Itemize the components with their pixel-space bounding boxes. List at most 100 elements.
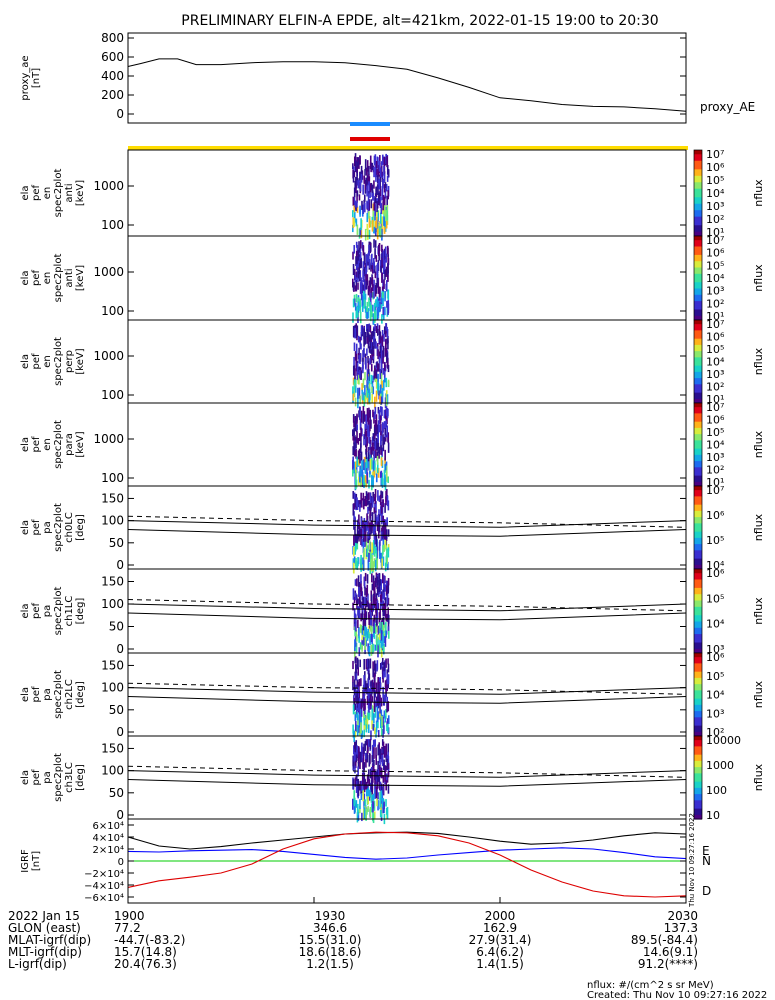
spectrogram-pixel bbox=[356, 538, 359, 550]
spectrogram-pixel bbox=[383, 174, 386, 183]
y-axis-label-line: pa bbox=[42, 771, 53, 783]
spectrogram-pixel bbox=[385, 471, 388, 482]
spectrogram-pixel bbox=[373, 258, 375, 270]
colorbar-cell bbox=[694, 427, 702, 431]
spectrogram-pixel bbox=[361, 279, 363, 291]
colorbar-cell bbox=[694, 353, 702, 356]
colorbar-cell bbox=[694, 673, 702, 677]
spectrogram-pixel bbox=[368, 693, 371, 705]
colorbar-cell bbox=[694, 475, 702, 479]
spectrogram-pixel bbox=[368, 258, 371, 269]
colorbar-cell bbox=[694, 767, 702, 770]
spectrogram-pixel bbox=[387, 379, 390, 387]
spectrogram-pixel bbox=[378, 637, 380, 646]
spectrogram-pixel bbox=[366, 177, 369, 184]
spectrogram-pixel bbox=[377, 800, 379, 811]
spectrogram-pixel bbox=[368, 346, 371, 353]
colorbar-tick-label: 10³ bbox=[706, 200, 724, 213]
spectrogram-pixel bbox=[375, 369, 378, 379]
colorbar-cell bbox=[694, 411, 702, 414]
colorbar-cell bbox=[694, 212, 702, 216]
spectrogram-pixel bbox=[361, 742, 363, 752]
spectrogram-pixel bbox=[367, 783, 369, 791]
y-tick-label: 6×10⁴ bbox=[93, 821, 124, 832]
spectrogram-pixel bbox=[361, 468, 363, 478]
colorbar-cell bbox=[694, 398, 702, 402]
spectrogram-pixel bbox=[379, 758, 381, 766]
spectrogram-pixel bbox=[357, 725, 360, 733]
spectrogram-pixel bbox=[355, 578, 358, 587]
spectrogram-pixel bbox=[365, 437, 367, 445]
spectrogram-pixel bbox=[360, 492, 362, 503]
spectrogram-pixel bbox=[382, 194, 385, 204]
spectrogram-pixel bbox=[384, 636, 387, 647]
colorbar-label: nflux bbox=[752, 430, 765, 458]
y-tick-label: 1000 bbox=[93, 265, 124, 279]
spectrogram-pixel bbox=[385, 585, 388, 596]
colorbar-tick-label: 10⁶ bbox=[706, 331, 725, 344]
spectrogram-pixel bbox=[371, 184, 374, 193]
spectrogram-pixel bbox=[372, 603, 375, 611]
spectrogram-pixel bbox=[355, 477, 357, 490]
spectrogram-pixel bbox=[387, 442, 390, 453]
spectrogram-pixel bbox=[364, 423, 367, 433]
spectrogram-pixel bbox=[365, 627, 368, 635]
spectrogram-pixel bbox=[372, 793, 375, 801]
spectrogram-pixel bbox=[370, 447, 372, 455]
spectrogram-pixel bbox=[375, 423, 378, 436]
colorbar-cell bbox=[694, 798, 702, 801]
colorbar-cell bbox=[694, 598, 702, 602]
spectrogram-pixel bbox=[381, 754, 384, 764]
spectrogram-pixel bbox=[370, 601, 373, 613]
footer-units: nflux: #/(cm^2 s sr MeV) bbox=[587, 980, 714, 991]
spectrogram-pixel bbox=[380, 368, 383, 376]
spectrogram-pixel bbox=[367, 258, 369, 266]
spectrogram-pixel bbox=[374, 644, 377, 651]
spectrogram-pixel bbox=[374, 204, 377, 216]
spectrogram-pixel bbox=[376, 277, 379, 287]
spectrogram-pixel bbox=[364, 467, 367, 474]
spectrogram-pixel bbox=[374, 700, 377, 708]
spectrogram-pixel bbox=[353, 427, 355, 436]
colorbar-cell bbox=[694, 361, 702, 365]
spectrogram-pixel bbox=[360, 343, 362, 350]
spectrogram-pixel bbox=[356, 712, 359, 721]
spectrogram-pixel bbox=[387, 751, 389, 760]
y-axis-label-line: ch2LC bbox=[64, 679, 75, 710]
spectrogram-pixel bbox=[352, 170, 355, 183]
spectrogram-pixel bbox=[354, 303, 357, 311]
spectrogram-pixel bbox=[354, 639, 356, 652]
spectrogram-pixel bbox=[383, 759, 385, 770]
spectrogram-pixel bbox=[383, 662, 385, 672]
spectrogram-pixel bbox=[374, 789, 376, 799]
colorbar-cell bbox=[694, 604, 702, 608]
spectrogram-pixel bbox=[364, 706, 366, 715]
y-tick-label: 100 bbox=[101, 218, 124, 232]
y-axis-label-line: pef bbox=[31, 603, 42, 620]
y-tick-label: 0 bbox=[116, 725, 124, 739]
colorbar-cell bbox=[694, 750, 702, 754]
spectrogram-pixel bbox=[384, 364, 387, 372]
spectrogram-pixel bbox=[385, 338, 387, 349]
spectrogram-pixel bbox=[352, 779, 355, 786]
spectrogram-pixel bbox=[366, 808, 368, 815]
spectrogram-pixel bbox=[355, 279, 358, 292]
spectrogram-pixel bbox=[383, 333, 385, 342]
spectrogram-pixel bbox=[380, 361, 383, 370]
spectrogram-pixel bbox=[364, 596, 366, 607]
spectrogram-pixel bbox=[366, 185, 368, 197]
spectrogram-pixel bbox=[387, 626, 390, 635]
spectrogram-pixel bbox=[376, 558, 379, 569]
spectrogram-pixel bbox=[361, 773, 364, 785]
spectrogram-pixel bbox=[354, 533, 357, 544]
spectrogram-pixel bbox=[352, 588, 355, 600]
spectrogram-pixel bbox=[370, 780, 373, 792]
colorbar-tick-label: 10⁵ bbox=[706, 259, 724, 272]
spectrogram-pixel bbox=[385, 465, 388, 476]
spectrogram-pixel bbox=[386, 775, 389, 783]
spectrogram-pixel bbox=[381, 154, 384, 165]
spectrogram-pixel bbox=[360, 793, 363, 800]
spectrogram-pixel bbox=[363, 474, 365, 486]
spectrogram-pixel bbox=[363, 691, 366, 701]
